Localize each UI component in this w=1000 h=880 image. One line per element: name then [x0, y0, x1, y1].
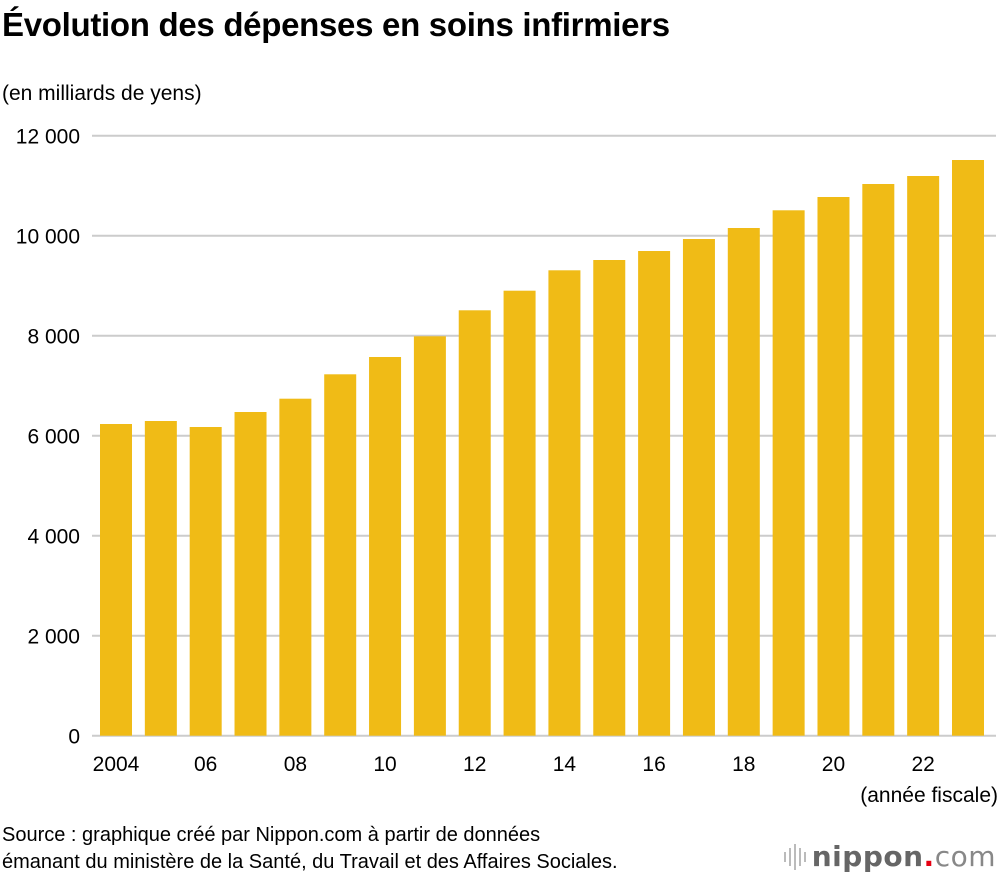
nippon-logo: nippon.com — [783, 840, 996, 873]
bar-2020 — [817, 197, 850, 736]
bar-2013 — [503, 290, 536, 736]
y-tick-label: 4 000 — [27, 526, 80, 549]
y-tick-label: 8 000 — [27, 326, 80, 349]
x-axis-label: (année fiscale) — [860, 784, 998, 807]
source-note: Source : graphique créé par Nippon.com à… — [2, 822, 618, 876]
logo-wordmark: nippon.com — [811, 840, 996, 873]
bar-2008 — [279, 398, 312, 736]
x-tick-label: 20 — [822, 753, 845, 776]
y-axis-label: (en milliards de yens) — [2, 82, 202, 105]
source-line-2: émanant du ministère de la Santé, du Tra… — [2, 851, 618, 873]
bar-2015 — [593, 260, 626, 736]
bar-2017 — [682, 239, 715, 736]
y-tick-label: 0 — [68, 726, 80, 749]
x-tick-label: 06 — [194, 753, 217, 776]
bar-2019 — [772, 210, 805, 736]
x-tick-label: 18 — [732, 753, 755, 776]
bar-2016 — [638, 251, 671, 736]
sound-wave-icon — [783, 843, 806, 870]
bar-2022 — [907, 176, 940, 736]
bar-2004 — [100, 424, 132, 736]
x-tick-label: 22 — [911, 753, 934, 776]
x-tick-label: 2004 — [93, 753, 140, 776]
bar-2012 — [458, 310, 491, 736]
x-tick-label: 14 — [553, 753, 577, 776]
source-line-1: Source : graphique créé par Nippon.com à… — [2, 824, 541, 846]
y-tick-label: 6 000 — [27, 426, 80, 449]
y-tick-label: 10 000 — [16, 226, 80, 249]
bar-2014 — [548, 270, 581, 736]
bar-2007 — [234, 412, 267, 736]
x-tick-label: 10 — [373, 753, 396, 776]
chart-title: Évolution des dépenses en soins infirmie… — [2, 6, 670, 43]
x-tick-label: 12 — [463, 753, 486, 776]
bar-2006 — [189, 427, 222, 736]
bar-2023 — [952, 160, 984, 736]
y-tick-label: 2 000 — [27, 626, 80, 649]
x-tick-label: 08 — [284, 753, 307, 776]
y-tick-label: 12 000 — [16, 126, 80, 149]
bar-2018 — [727, 228, 760, 736]
bar-2005 — [144, 421, 177, 736]
bar-2021 — [862, 184, 895, 736]
x-tick-label: 16 — [642, 753, 665, 776]
bar-2009 — [324, 374, 357, 736]
bar-2010 — [369, 357, 402, 736]
bar-2011 — [413, 336, 446, 736]
